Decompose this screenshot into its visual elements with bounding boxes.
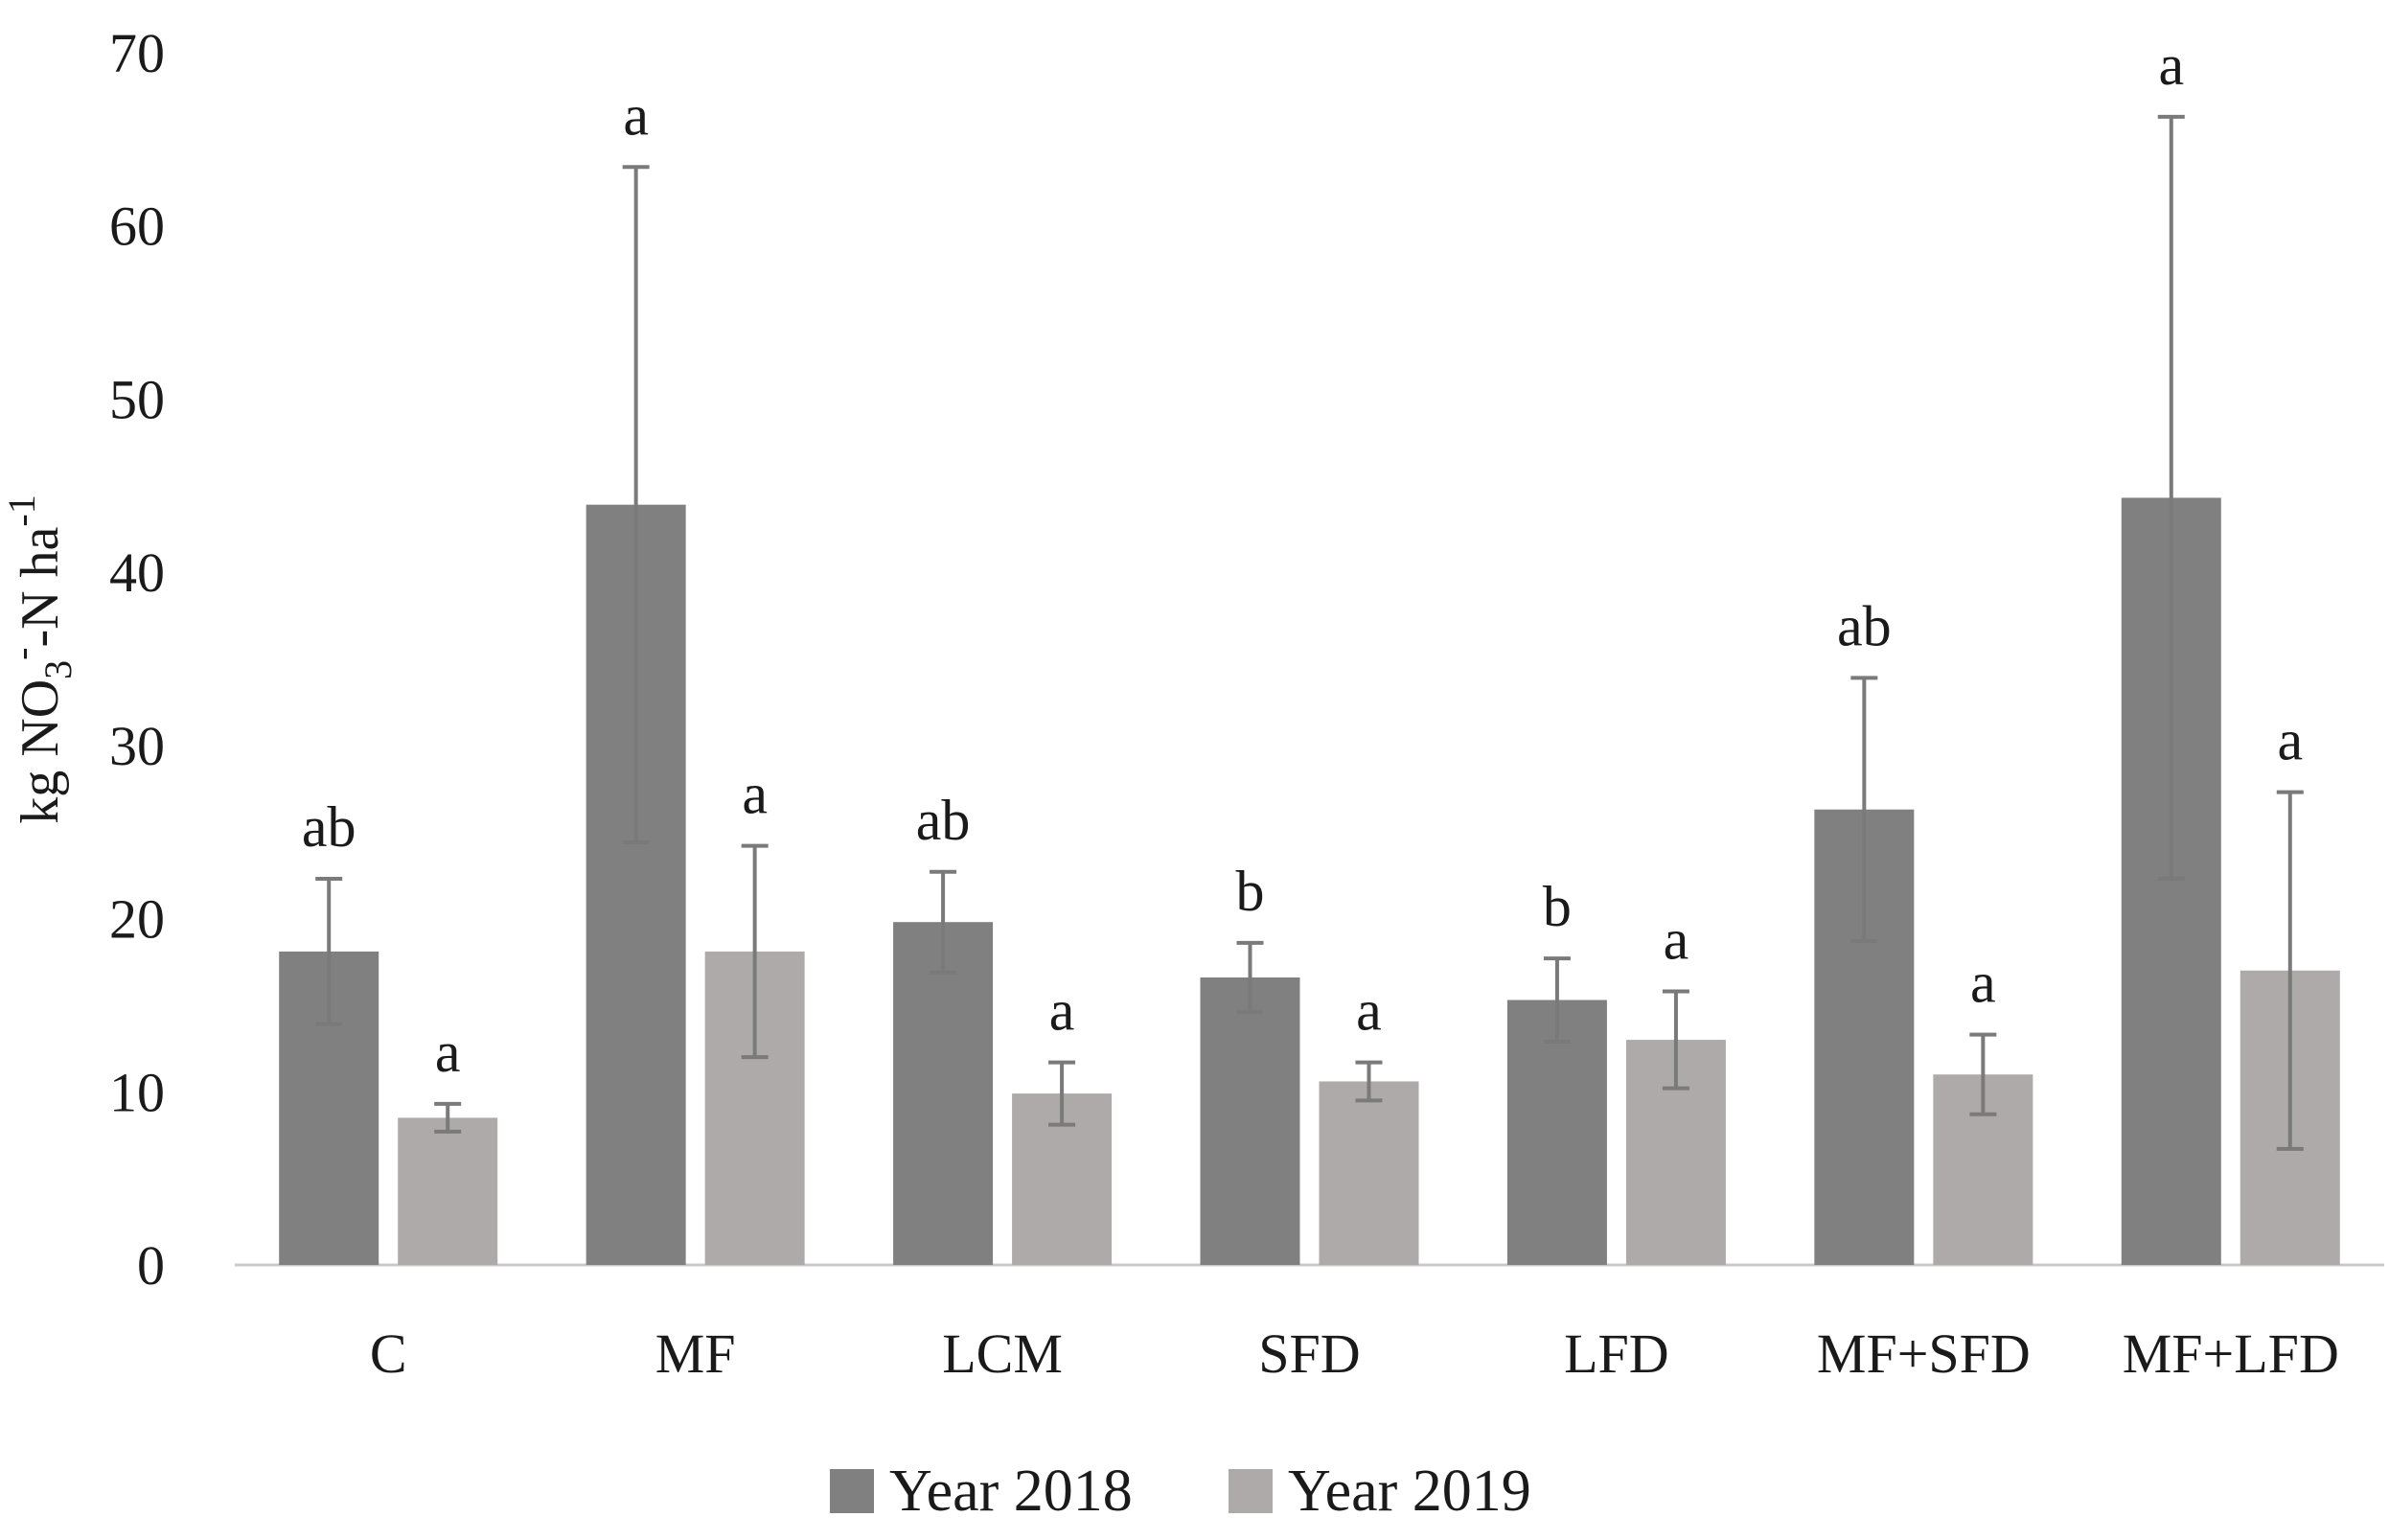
- significance-letter: a: [1664, 908, 1689, 971]
- y-axis-label: kg NO3--N ha-1: [0, 494, 80, 824]
- significance-letter: a: [2277, 709, 2303, 772]
- x-category-label: LFD: [1564, 1322, 1669, 1385]
- legend-label: Year 2019: [1288, 1459, 1531, 1524]
- significance-letter: a: [1049, 979, 1075, 1043]
- x-category-label: MF: [655, 1322, 736, 1385]
- significance-letter: a: [1970, 952, 1996, 1015]
- x-category-label: MF+SFD: [1817, 1322, 2031, 1385]
- y-axis-ticks: 0 10 20 30 40 50 60 70: [109, 22, 165, 1297]
- y-tick-label: 10: [109, 1061, 165, 1123]
- y-axis-label-part: -: [0, 648, 43, 660]
- bar-2018-SFD: [1200, 977, 1300, 1265]
- x-category-label: MF+LFD: [2123, 1322, 2339, 1385]
- y-axis-label-part: -N ha: [11, 526, 70, 647]
- x-category-label: LCM: [942, 1322, 1063, 1385]
- bar-2018-LFD: [1506, 1000, 1607, 1265]
- significance-letter: a: [742, 763, 768, 826]
- y-tick-label: 40: [109, 541, 165, 604]
- x-category-label: C: [370, 1322, 407, 1385]
- bar-2018-LCM: [893, 922, 994, 1265]
- y-axis-label-part: -1: [0, 494, 43, 526]
- significance-letter: a: [2158, 34, 2184, 97]
- y-tick-label: 0: [137, 1234, 165, 1297]
- y-tick-label: 50: [109, 368, 165, 430]
- significance-letter: ab: [916, 789, 971, 852]
- legend: Year 2018 Year 2019: [830, 1459, 1531, 1524]
- y-tick-label: 20: [109, 888, 165, 951]
- significance-letter: ab: [1837, 594, 1892, 657]
- significance-letter: a: [623, 83, 649, 147]
- x-axis-categories: C MF LCM SFD LFD MF+SFD MF+LFD: [370, 1322, 2339, 1385]
- x-category-label: SFD: [1258, 1322, 1360, 1385]
- y-tick-label: 60: [109, 195, 165, 258]
- significance-letter: ab: [302, 795, 356, 859]
- significance-letter: b: [1543, 875, 1572, 938]
- y-axis-label-text: kg NO3--N ha-1: [0, 494, 80, 824]
- bar-2019-C: [398, 1117, 498, 1265]
- bars: [279, 497, 2340, 1265]
- y-axis-label-part: kg NO: [11, 679, 70, 824]
- legend-label: Year 2018: [889, 1459, 1133, 1524]
- legend-swatch-1: [1229, 1469, 1273, 1513]
- legend-swatch-0: [830, 1469, 874, 1513]
- y-tick-label: 70: [109, 22, 165, 84]
- y-tick-label: 30: [109, 715, 165, 777]
- bar-2019-SFD: [1319, 1081, 1419, 1265]
- error-bars: [315, 114, 2304, 1151]
- significance-letter: a: [435, 1021, 461, 1084]
- significance-letter: a: [1356, 979, 1382, 1043]
- significance-letter: b: [1236, 860, 1265, 923]
- y-axis-label-part: 3: [36, 660, 80, 679]
